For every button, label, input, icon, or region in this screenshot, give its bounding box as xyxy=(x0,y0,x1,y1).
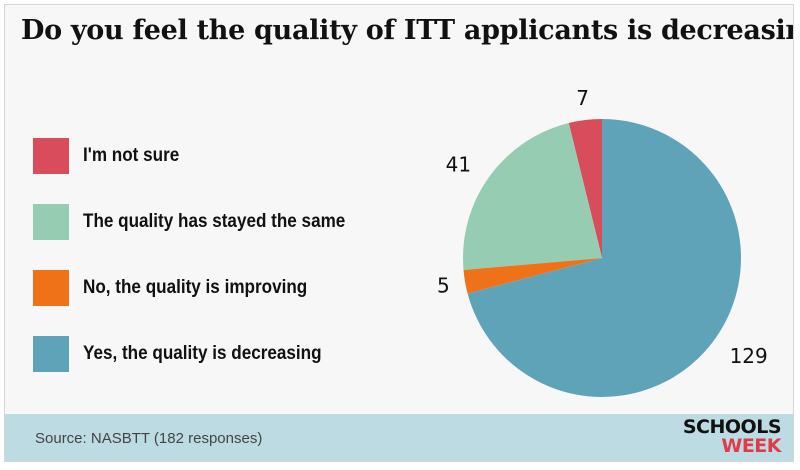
slice-label-improving: 5 xyxy=(437,274,450,298)
legend-swatch-improving xyxy=(33,270,69,306)
pie-chart: 7 41 5 129 xyxy=(437,86,768,398)
source-note: Source: NASBTT (182 responses) xyxy=(35,430,263,447)
legend-swatch-decreasing xyxy=(33,336,69,372)
legend-swatch-not-sure xyxy=(33,138,69,174)
legend-label-improving: No, the quality is improving xyxy=(83,277,308,298)
pie-slice-not-sure xyxy=(568,119,602,258)
slice-label-decreasing: 129 xyxy=(730,344,768,368)
legend-label-stayed-same: The quality has stayed the same xyxy=(83,211,346,232)
chart-title: Do you feel the quality of ITT applicant… xyxy=(21,15,794,46)
pie-slice-decreasing xyxy=(467,119,741,398)
footer: Source: NASBTT (182 responses) SCHOOLS W… xyxy=(5,414,793,461)
legend-item-improving: No, the quality is improving xyxy=(33,270,332,306)
legend-label-not-sure: I'm not sure xyxy=(83,145,180,166)
legend-item-stayed-same: The quality has stayed the same xyxy=(33,204,374,240)
legend-item-not-sure: I'm not sure xyxy=(33,138,190,174)
slice-label-not-sure: 7 xyxy=(576,86,589,110)
schools-week-logo: SCHOOLS WEEK xyxy=(682,416,782,457)
legend-swatch-stayed-same xyxy=(33,204,69,240)
logo-week: WEEK xyxy=(721,435,781,457)
legend-item-decreasing: Yes, the quality is decreasing xyxy=(33,336,348,372)
legend-label-decreasing: Yes, the quality is decreasing xyxy=(83,343,322,364)
slice-label-stayed-same: 41 xyxy=(446,152,471,176)
logo-schools: SCHOOLS xyxy=(682,416,782,438)
pie-slice-improving xyxy=(463,258,602,294)
pie-slice-stayed-same xyxy=(463,123,602,270)
chart-card: Do you feel the quality of ITT applicant… xyxy=(4,4,794,462)
